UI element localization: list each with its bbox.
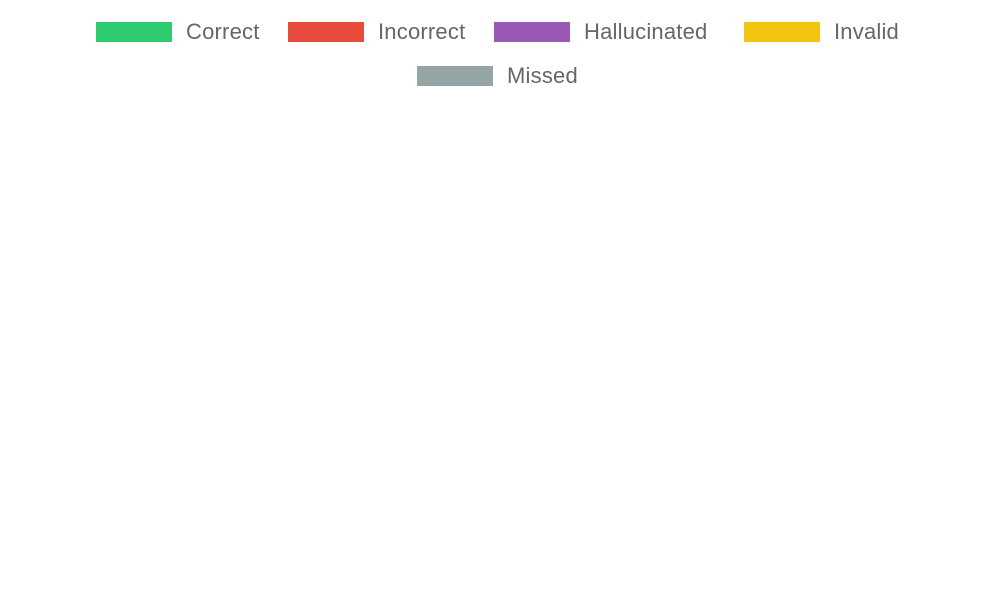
legend-swatch-hallucinated <box>494 22 570 42</box>
legend-swatch-incorrect <box>288 22 364 42</box>
legend-label-missed: Missed <box>507 63 578 88</box>
legend-label-invalid: Invalid <box>834 19 899 44</box>
legend-label-correct: Correct <box>186 19 260 44</box>
legend-label-incorrect: Incorrect <box>378 19 466 44</box>
legend-swatch-invalid <box>744 22 820 42</box>
legend-label-hallucinated: Hallucinated <box>584 19 708 44</box>
legend-swatch-correct <box>96 22 172 42</box>
plot-area <box>0 100 1000 600</box>
legend-swatch-missed <box>417 66 493 86</box>
